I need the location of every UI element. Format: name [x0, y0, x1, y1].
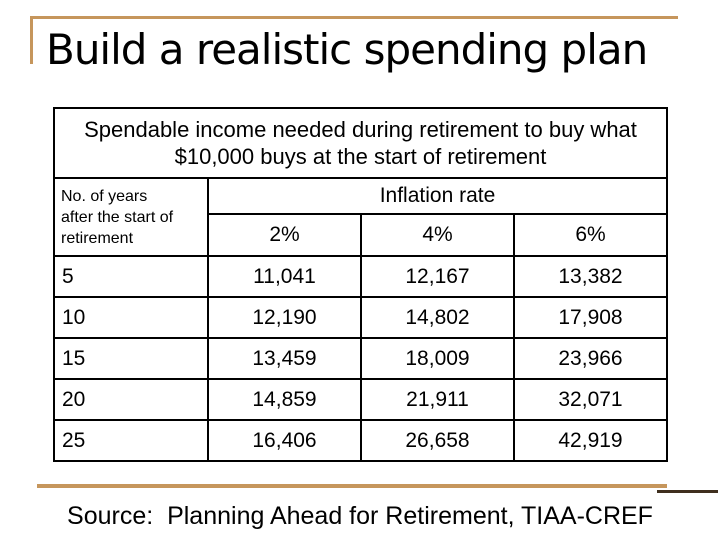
row-label: 20	[53, 378, 209, 421]
table-row: 15 13,459 18,009 23,966	[53, 337, 668, 380]
source-caption: Source: Planning Ahead for Retirement, T…	[67, 502, 653, 530]
table-row: 10 12,190 14,802 17,908	[53, 296, 668, 339]
table-caption-row: Spendable income needed during retiremen…	[53, 107, 668, 179]
value-cell: 21,911	[360, 378, 515, 421]
column-group-header-inflation-rate: Inflation rate	[207, 177, 668, 215]
value-cell: 18,009	[360, 337, 515, 380]
column-header-2pct: 2%	[207, 213, 362, 257]
value-cell: 12,190	[207, 296, 362, 339]
value-cell: 16,406	[207, 419, 362, 462]
slide-title: Build a realistic spending plan	[46, 25, 648, 74]
value-cell: 32,071	[513, 378, 668, 421]
value-cell: 12,167	[360, 255, 515, 298]
row-axis-header: No. of years after the start of retireme…	[53, 177, 209, 257]
value-cell: 14,802	[360, 296, 515, 339]
value-cell: 11,041	[207, 255, 362, 298]
value-cell: 26,658	[360, 419, 515, 462]
retirement-income-table: Spendable income needed during retiremen…	[53, 107, 668, 462]
row-label: 15	[53, 337, 209, 380]
value-cell: 42,919	[513, 419, 668, 462]
accent-corner-line-top	[30, 16, 678, 19]
row-label: 10	[53, 296, 209, 339]
column-header-4pct: 4%	[360, 213, 515, 257]
column-header-6pct: 6%	[513, 213, 668, 257]
column-group-row: No. of years after the start of retireme…	[53, 177, 668, 257]
table-row: 20 14,859 21,911 32,071	[53, 378, 668, 421]
table-caption: Spendable income needed during retiremen…	[53, 107, 668, 179]
table-row: 5 11,041 12,167 13,382	[53, 255, 668, 298]
column-headers-row: 2% 4% 6%	[54, 213, 668, 257]
accent-corner-line-left	[30, 16, 33, 64]
value-cell: 13,459	[207, 337, 362, 380]
value-cell: 17,908	[513, 296, 668, 339]
table-row: 25 16,406 26,658 42,919	[53, 419, 668, 462]
row-label: 25	[53, 419, 209, 462]
accent-line-bottom	[37, 484, 667, 488]
value-cell: 13,382	[513, 255, 668, 298]
accent-line-bottom-dark	[657, 490, 718, 493]
row-label: 5	[53, 255, 209, 298]
value-cell: 14,859	[207, 378, 362, 421]
value-cell: 23,966	[513, 337, 668, 380]
